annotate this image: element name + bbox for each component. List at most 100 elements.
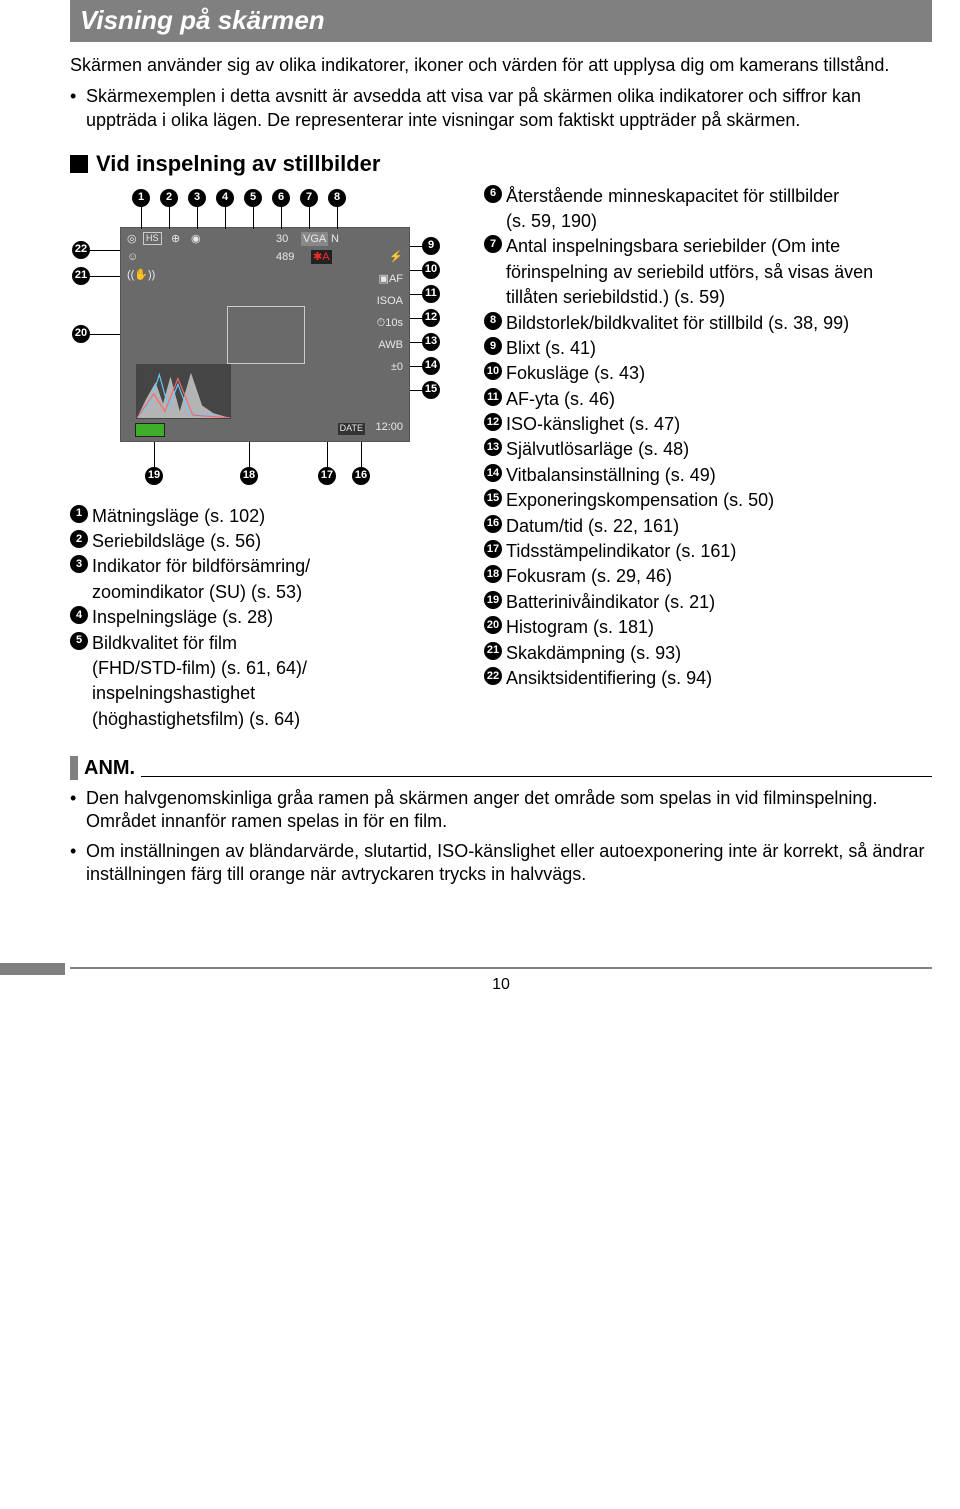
legend-text: Datum/tid (s. 22, 161): [506, 515, 932, 538]
leader-line: [197, 207, 198, 229]
legend-text: ISO-känslighet (s. 47): [506, 413, 932, 436]
note-list: •Den halvgenomskinliga gråa ramen på skä…: [70, 787, 932, 887]
legend-number-19: 19: [484, 591, 502, 609]
callout-7: 7: [300, 189, 318, 207]
legend-number-14: 14: [484, 464, 502, 482]
histogram-icon: [136, 364, 231, 419]
callout-22: 22: [72, 241, 90, 259]
leader-line: [361, 442, 362, 467]
legend-text-cont: tillåten seriebildstid.) (s. 59): [484, 286, 932, 309]
legend-text-cont: zoomindikator (SU) (s. 53): [70, 581, 470, 604]
legend-item: 7Antal inspelningsbara seriebilder (Om i…: [484, 235, 932, 258]
section-heading: Vid inspelning av stillbilder: [70, 150, 932, 179]
legend-text: Batterinivåindikator (s. 21): [506, 591, 932, 614]
legend-number-17: 17: [484, 540, 502, 558]
leader-line: [169, 207, 170, 229]
leader-line: [253, 207, 254, 229]
legend-text: Indikator för bildförsämring/: [92, 555, 470, 578]
legend-number-7: 7: [484, 235, 502, 253]
page-number: 10: [70, 975, 932, 996]
callout-11: 11: [422, 285, 440, 303]
leader-line: [410, 342, 422, 343]
leader-line: [410, 318, 422, 319]
leader-line: [337, 207, 338, 229]
legend-item-cont: zoomindikator (SU) (s. 53): [70, 581, 470, 604]
note-text: Om inställningen av bländarvärde, slutar…: [86, 840, 932, 887]
leader-line: [410, 390, 422, 391]
legend-text-cont: inspelningshastighet: [70, 682, 470, 705]
legend-text-cont: (s. 59, 190): [484, 210, 932, 233]
legend-text: Blixt (s. 41): [506, 337, 932, 360]
legend-item: 2Seriebildsläge (s. 56): [70, 530, 470, 553]
legend-item: 19Batterinivåindikator (s. 21): [484, 591, 932, 614]
legend-item: 17Tidsstämpelindikator (s. 161): [484, 540, 932, 563]
note-rule: [141, 776, 932, 777]
leader-line: [410, 270, 422, 271]
callout-12: 12: [422, 309, 440, 327]
legend-number-1: 1: [70, 505, 88, 523]
legend-text-cont: (FHD/STD-film) (s. 61, 64)/: [70, 657, 470, 680]
legend-text: Histogram (s. 181): [506, 616, 932, 639]
leader-line: [410, 366, 422, 367]
intro-text: Skärmen använder sig av olika indikatore…: [70, 54, 932, 77]
footer-rule: [70, 967, 932, 969]
leader-line: [154, 442, 155, 467]
note-item: •Om inställningen av bländarvärde, sluta…: [70, 840, 932, 887]
legend-item: 1Mätningsläge (s. 102): [70, 505, 470, 528]
legend-text: Bildkvalitet för film: [92, 632, 470, 655]
legend-number-9: 9: [484, 337, 502, 355]
legend-text: Återstående minneskapacitet för stillbil…: [506, 185, 932, 208]
legend-item: 13Självutlösarläge (s. 48): [484, 438, 932, 461]
legend-item: 22Ansiktsidentifiering (s. 94): [484, 667, 932, 690]
intro-bullet: • Skärmexemplen i detta avsnitt är avsed…: [70, 85, 932, 132]
legend-item-cont: tillåten seriebildstid.) (s. 59): [484, 286, 932, 309]
legend-number-15: 15: [484, 489, 502, 507]
callout-17: 17: [318, 467, 336, 485]
legend-item-cont: (FHD/STD-film) (s. 61, 64)/: [70, 657, 470, 680]
leader-line: [327, 442, 328, 467]
legend-number-10: 10: [484, 362, 502, 380]
note-heading: ANM.: [70, 755, 932, 781]
callout-18: 18: [240, 467, 258, 485]
leader-line: [309, 207, 310, 229]
legend-number-16: 16: [484, 515, 502, 533]
note-text: Den halvgenomskinliga gråa ramen på skär…: [86, 787, 932, 834]
callout-4: 4: [216, 189, 234, 207]
legend-text: Tidsstämpelindikator (s. 161): [506, 540, 932, 563]
legend-item: 4Inspelningsläge (s. 28): [70, 606, 470, 629]
legend-number-21: 21: [484, 642, 502, 660]
legend-text: Mätningsläge (s. 102): [92, 505, 470, 528]
leader-line: [410, 294, 422, 295]
legend-item: 8Bildstorlek/bildkvalitet för stillbild …: [484, 312, 932, 335]
legend-number-12: 12: [484, 413, 502, 431]
legend-number-11: 11: [484, 388, 502, 406]
callout-3: 3: [188, 189, 206, 207]
page-title: Visning på skärmen: [70, 0, 932, 42]
callout-15: 15: [422, 381, 440, 399]
leader-line: [410, 246, 422, 247]
leader-line: [249, 442, 250, 467]
battery-icon: [135, 423, 165, 437]
callout-6: 6: [272, 189, 290, 207]
legend-number-8: 8: [484, 312, 502, 330]
legend-left-list: 1Mätningsläge (s. 102)2Seriebildsläge (s…: [70, 505, 470, 732]
callout-1: 1: [132, 189, 150, 207]
legend-number-5: 5: [70, 632, 88, 650]
leader-line: [90, 334, 120, 335]
callout-9: 9: [422, 237, 440, 255]
legend-number-3: 3: [70, 555, 88, 573]
callout-10: 10: [422, 261, 440, 279]
callout-20: 20: [72, 325, 90, 343]
legend-text: Seriebildsläge (s. 56): [92, 530, 470, 553]
bullet-icon: •: [70, 840, 86, 887]
legend-item: 10Fokusläge (s. 43): [484, 362, 932, 385]
legend-text: Vitbalansinställning (s. 49): [506, 464, 932, 487]
legend-number-13: 13: [484, 438, 502, 456]
leader-line: [225, 207, 226, 229]
legend-text: Inspelningsläge (s. 28): [92, 606, 470, 629]
callout-14: 14: [422, 357, 440, 375]
note-title: ANM.: [84, 755, 135, 781]
leader-line: [141, 207, 142, 229]
legend-item-cont: (s. 59, 190): [484, 210, 932, 233]
legend-item: 18Fokusram (s. 29, 46): [484, 565, 932, 588]
